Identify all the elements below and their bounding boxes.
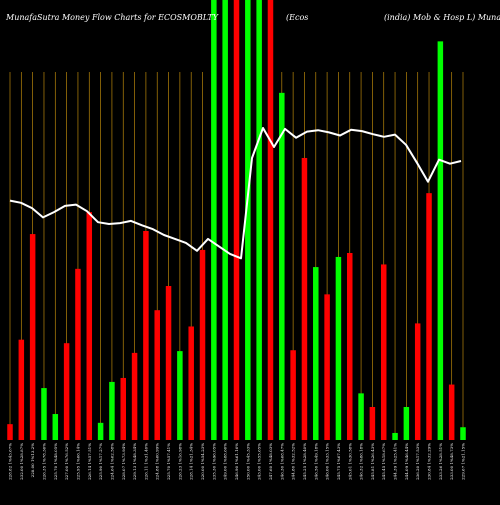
chart-title-part-1: MunafaSutra Money Flow Charts for ECOSMO… bbox=[5, 13, 219, 22]
bar bbox=[63, 343, 70, 440]
bar bbox=[109, 381, 115, 440]
chart-title-part-3: (india) Mob & Hosp L) MunafaSutra.com bbox=[384, 13, 500, 22]
bar bbox=[256, 0, 262, 440]
bar bbox=[369, 407, 376, 440]
x-tick-label: 225.70 1%48.05% bbox=[53, 443, 58, 480]
bar bbox=[41, 388, 47, 440]
x-tick-labels: 228.82 1%43.67% 232.00 1%28.87% 228.00 1%1… bbox=[8, 443, 466, 480]
bar bbox=[18, 339, 25, 440]
money-flow-line bbox=[9, 127, 462, 260]
bar bbox=[120, 377, 126, 440]
x-tick-label: 245.45 1%18.67% bbox=[381, 443, 386, 480]
x-tick-label: 245.75 1%67.43% bbox=[336, 443, 341, 480]
bar bbox=[86, 212, 93, 440]
money-flow-line-path bbox=[9, 127, 462, 260]
bar bbox=[403, 407, 410, 440]
bar bbox=[245, 0, 251, 440]
bar bbox=[313, 267, 319, 440]
x-tick-label: 246.30 1%68.47% bbox=[279, 443, 284, 480]
bar bbox=[347, 253, 353, 440]
bars bbox=[7, 0, 466, 441]
x-tick-label: 249.00 1%88.66% bbox=[223, 443, 228, 480]
bar bbox=[188, 326, 194, 440]
bar bbox=[301, 157, 308, 440]
x-tick-label: 224.64 1%62.58% bbox=[109, 443, 114, 480]
bar bbox=[154, 310, 160, 440]
x-tick-label: 228.07 1%73.94% bbox=[121, 443, 126, 480]
bar bbox=[165, 286, 172, 440]
x-tick-label: 226.14 1%57.51% bbox=[87, 443, 92, 480]
x-tick-label: 226.11 1%31.40% bbox=[143, 443, 148, 480]
bar bbox=[97, 422, 104, 440]
x-tick-label: 226.23 1%16.98% bbox=[177, 443, 182, 480]
x-tick-label: 225.95 1%66.14% bbox=[75, 443, 80, 480]
x-tick-label: 246.00 1%33.15% bbox=[325, 443, 330, 480]
bar bbox=[143, 231, 149, 440]
x-tick-label: 245.81 1%26.43% bbox=[370, 443, 375, 480]
x-tick-label: 233.00 1%48.73% bbox=[449, 443, 454, 480]
bar bbox=[233, 0, 240, 440]
x-tick-label: 220.00 1%54.23% bbox=[200, 443, 205, 480]
bar bbox=[358, 393, 364, 440]
x-tick-label: 244.09 1%46.44% bbox=[404, 443, 409, 480]
bar bbox=[335, 256, 342, 440]
x-tick-label: 247.60 1%48.03% bbox=[268, 443, 273, 480]
chart-title-part-2: (Ecos bbox=[286, 13, 308, 22]
bar bbox=[75, 268, 81, 440]
x-tick-label: 233.26 1%28.51% bbox=[438, 443, 443, 480]
bar bbox=[52, 414, 59, 440]
bar bbox=[177, 351, 183, 440]
bar bbox=[324, 294, 330, 440]
x-tick-label: 226.35 1%78.36% bbox=[41, 443, 46, 480]
bar bbox=[211, 0, 217, 440]
bar bbox=[29, 234, 36, 440]
x-tick-label: 225.70 1%57.41% bbox=[166, 443, 171, 480]
x-tick-label: 250.00 1%45.33% bbox=[245, 443, 250, 480]
x-tick-label: 246.50 1%49.18% bbox=[313, 443, 318, 480]
bar bbox=[448, 384, 455, 440]
x-tick-label: 232.00 1%28.87% bbox=[19, 443, 24, 480]
x-tick-label: 236.20 1%17.53% bbox=[415, 443, 420, 480]
x-tick-label: 230.84 1%32.29% bbox=[427, 443, 432, 480]
x-tick-label: 227.00 1%76.52% bbox=[64, 443, 69, 480]
bar bbox=[426, 193, 432, 440]
x-tick-label: 229.13 1%48.34% bbox=[132, 443, 137, 480]
bar bbox=[437, 41, 444, 441]
x-tick-label: 243.00 1%55.65% bbox=[257, 443, 262, 480]
x-tick-label: 246.90 1%61.16% bbox=[234, 443, 239, 480]
bar bbox=[131, 352, 138, 440]
x-tick-label: 244.39 1%25.41% bbox=[393, 443, 398, 480]
x-tick-label: 246.32 1%86.18% bbox=[359, 443, 364, 480]
x-tick-label: 224.88 1%60.99% bbox=[155, 443, 160, 480]
bar bbox=[267, 0, 274, 440]
x-tick-label: 245.25 1%28.40% bbox=[302, 443, 307, 480]
bar bbox=[460, 427, 466, 440]
x-tick-label: 245.01 1%30.58% bbox=[347, 443, 352, 480]
bar bbox=[199, 249, 206, 440]
bar bbox=[380, 264, 387, 440]
bar bbox=[290, 350, 296, 440]
bar bbox=[7, 424, 13, 440]
x-tick-label: 225.90 1%17.27% bbox=[98, 443, 103, 480]
x-tick-label: 228.14 1%21.34% bbox=[189, 443, 194, 480]
bar bbox=[222, 0, 228, 440]
bar bbox=[414, 323, 421, 440]
x-tick-label: 228.82 1%43.67% bbox=[8, 443, 13, 480]
x-tick-label: 235.30 1%96.05% bbox=[211, 443, 216, 480]
bar bbox=[279, 92, 285, 440]
x-tick-label: 229.67 1%21.15% bbox=[461, 443, 466, 480]
x-tick-label: 244.80 1%32.52% bbox=[291, 443, 296, 480]
bar bbox=[392, 432, 398, 440]
x-tick-label: 228.00 1%13.2% bbox=[30, 443, 35, 478]
